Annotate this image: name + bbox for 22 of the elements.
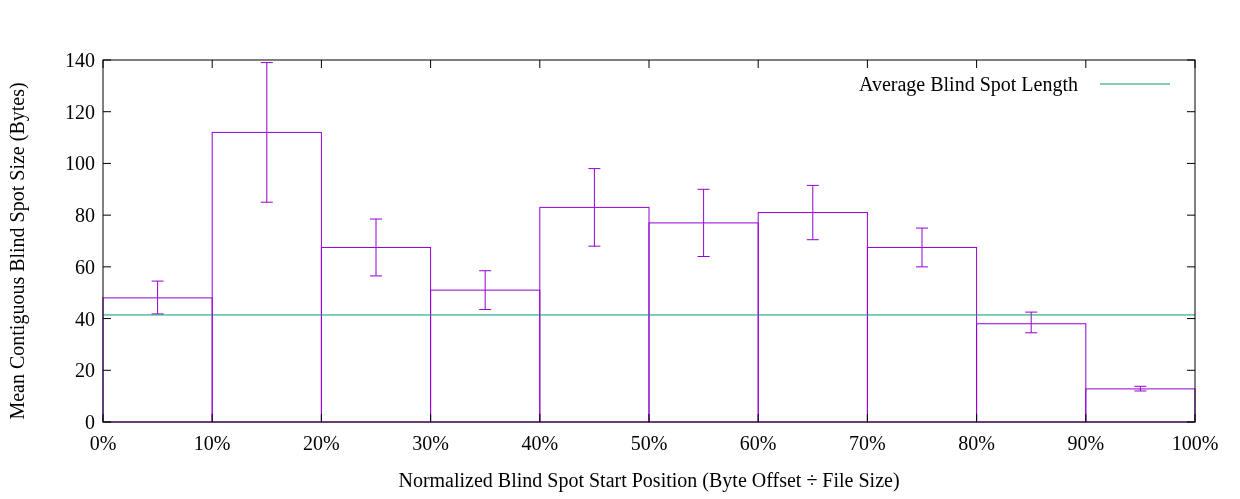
- x-tick-label: 50%: [630, 432, 668, 454]
- y-tick-label: 100: [65, 152, 95, 175]
- x-tick-label: 100%: [1171, 432, 1219, 454]
- y-tick-label: 60: [75, 255, 95, 278]
- y-tick-label: 80: [75, 204, 95, 227]
- x-tick-label: 20%: [303, 432, 340, 454]
- y-tick-label: 40: [75, 307, 95, 330]
- legend-label: Average Blind Spot Length: [858, 73, 1078, 96]
- x-tick-label: 80%: [958, 432, 995, 454]
- y-tick-label: 140: [65, 49, 95, 71]
- x-tick-label: 30%: [412, 432, 449, 454]
- x-axis-title: Normalized Blind Spot Start Position (Byte Offset ÷ File Size): [398, 469, 900, 492]
- x-tick-label: 90%: [1067, 432, 1105, 454]
- y-tick-label: 120: [65, 100, 95, 123]
- x-tick-label: 40%: [521, 432, 559, 454]
- y-axis-title: Mean Contiguous Blind Spot Size (Bytes): [6, 82, 29, 420]
- y-tick-label: 20: [75, 359, 95, 382]
- x-tick-label: 70%: [849, 432, 886, 454]
- y-tick-label: 0: [85, 411, 95, 433]
- x-tick-label: 0%: [89, 432, 117, 454]
- x-tick-label: 10%: [193, 432, 231, 454]
- x-tick-label: 60%: [739, 432, 777, 454]
